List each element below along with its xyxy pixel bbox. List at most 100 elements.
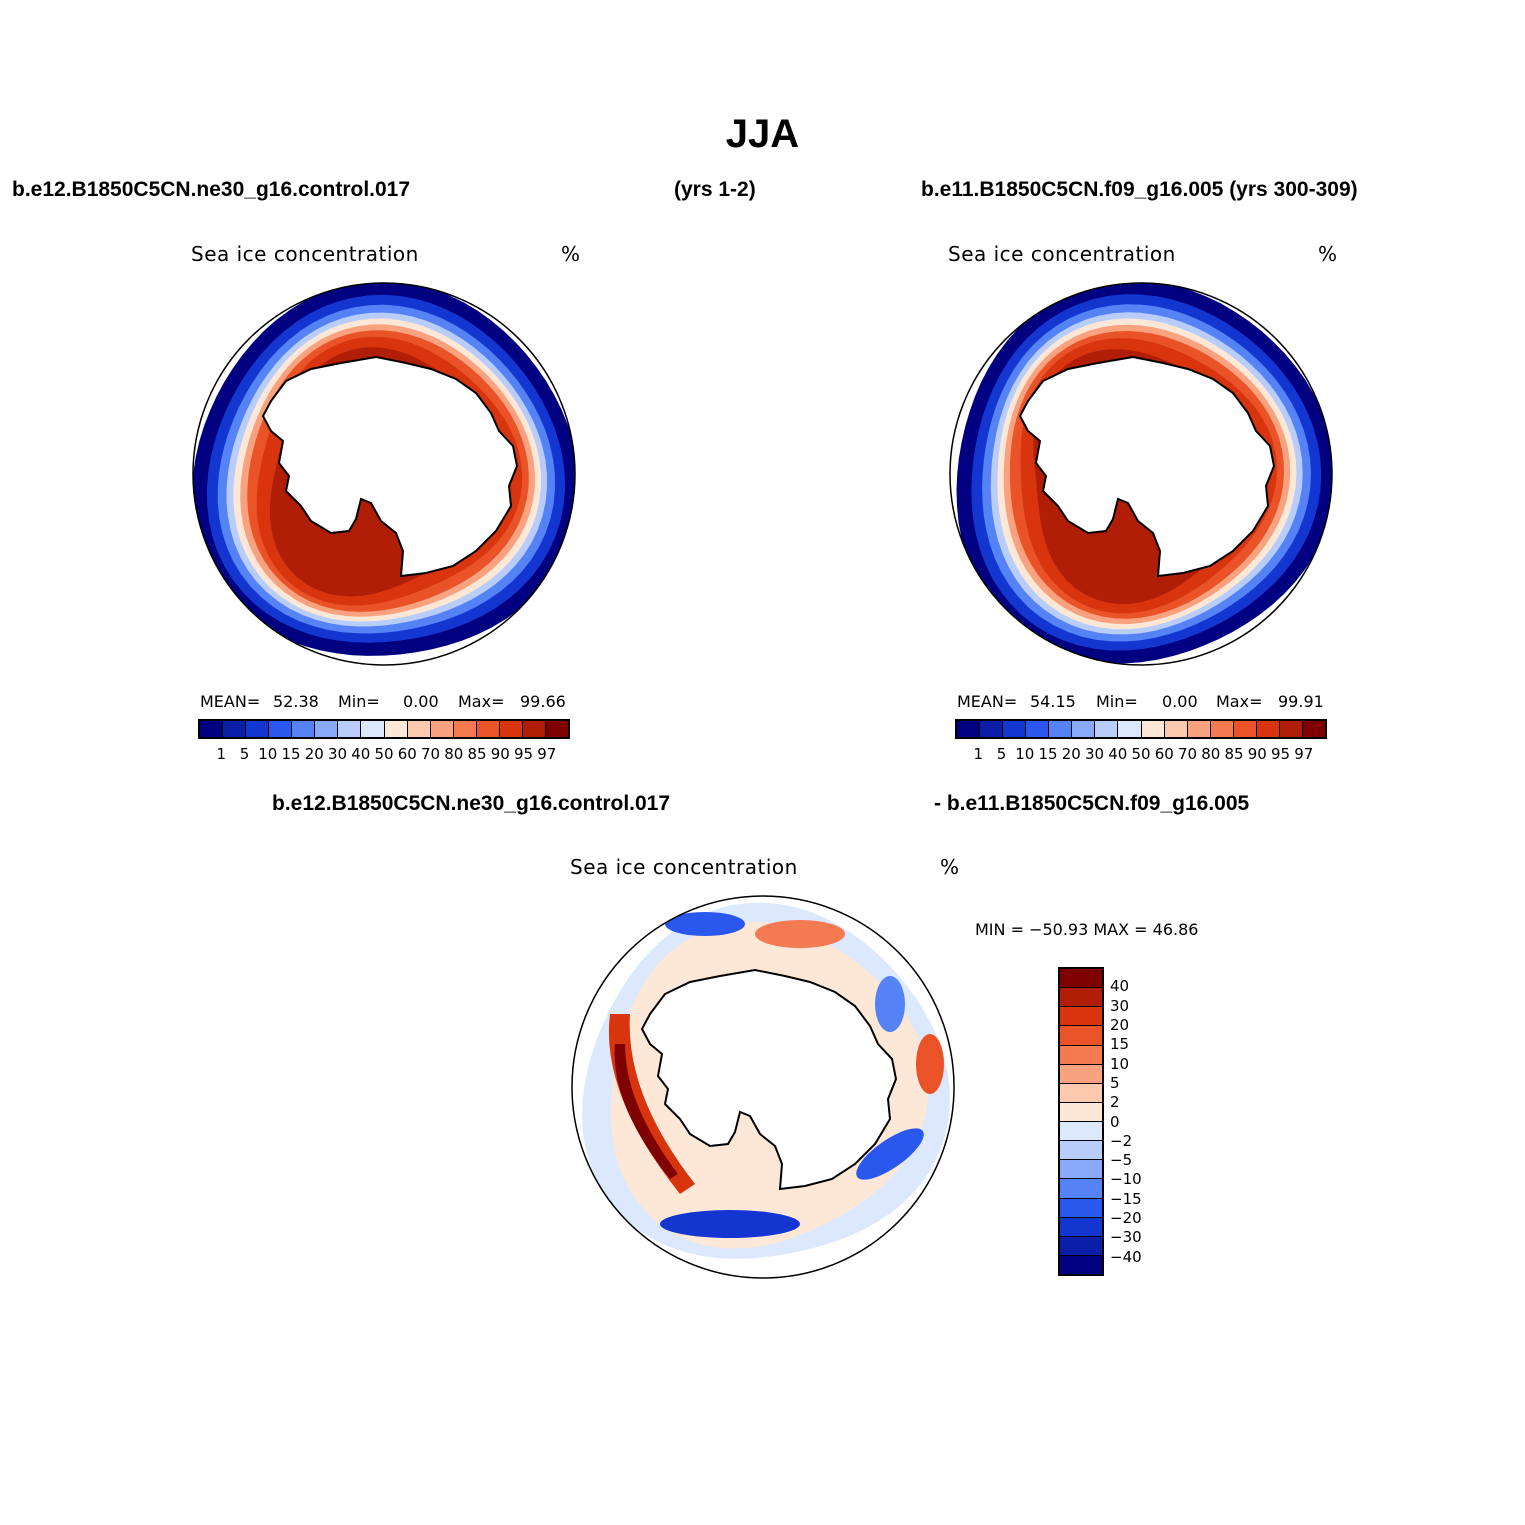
colorbar-swatch (1060, 1026, 1102, 1046)
colorbar-tick-label: 20 (1110, 1015, 1130, 1034)
colorbar-swatch (1279, 721, 1303, 737)
colorbar-swatch (545, 721, 568, 737)
colorbar-tick-label: 95 (1270, 745, 1291, 763)
diff-header-case-1: b.e12.B1850C5CN.ne30_g16.control.017 (272, 792, 671, 815)
panel1-min-value: 0.00 (403, 692, 439, 711)
colorbar-swatch (1049, 721, 1073, 737)
colorbar-swatch (361, 721, 385, 737)
colorbar-tick-label: −30 (1110, 1228, 1142, 1247)
map-boundary (192, 282, 576, 666)
colorbar-swatch (269, 721, 293, 737)
diff-positive-core (614, 1044, 678, 1179)
colorbar-tick-label: 15 (281, 745, 301, 763)
diff-minmax: MIN = −50.93 MAX = 46.86 (975, 920, 1199, 939)
map-boundary (949, 282, 1333, 666)
antarctica-coastline (1018, 355, 1276, 578)
panel1-mean-value: 52.38 (273, 692, 319, 711)
colorbar-swatch (384, 721, 408, 737)
colorbar-tick-label: 40 (1110, 977, 1130, 996)
colorbar-swatch (200, 721, 224, 737)
panel1-max-value: 99.66 (520, 692, 566, 711)
colorbar-tick-label: 30 (1110, 996, 1130, 1015)
colorbar-swatch (1060, 1045, 1102, 1065)
panel2-max-label: Max= (1216, 692, 1263, 711)
colorbar-swatch (1060, 1236, 1102, 1256)
colorbar-tick-label: 90 (490, 745, 510, 763)
diff-positive-band (608, 1014, 695, 1194)
panel1-max-label: Max= (458, 692, 505, 711)
colorbar-swatch (1060, 1102, 1102, 1122)
colorbar-tick-label: 50 (374, 745, 394, 763)
panel1-map (192, 282, 576, 666)
colorbar-tick-label: −15 (1110, 1189, 1142, 1208)
colorbar-swatch (338, 721, 362, 737)
colorbar-swatch (980, 721, 1004, 737)
colorbar-swatch (246, 721, 270, 737)
colorbar-swatch (1026, 721, 1050, 737)
colorbar-tick-label: 60 (1154, 745, 1174, 763)
colorbar-swatch (430, 721, 454, 737)
header-case-2: b.e11.B1850C5CN.f09_g16.005 (yrs 300-309… (921, 178, 1358, 201)
diff-map (571, 895, 955, 1279)
colorbar-tick-label: 10 (258, 745, 278, 763)
colorbar-swatch (453, 721, 477, 737)
colorbar-swatch (1256, 721, 1280, 737)
colorbar-tick-label: 10 (1015, 745, 1035, 763)
panel2-min-label: Min= (1096, 692, 1138, 711)
colorbar-tick-label: 97 (537, 745, 557, 763)
panel1-colorbar (198, 719, 570, 739)
colorbar-swatch (223, 721, 247, 737)
colorbar-tick-label: 80 (444, 745, 464, 763)
colorbar-tick-label: 60 (397, 745, 417, 763)
colorbar-swatch (1060, 969, 1102, 989)
colorbar-swatch (315, 721, 339, 737)
colorbar-swatch (407, 721, 431, 737)
colorbar-swatch (1060, 1217, 1102, 1237)
difference-field (582, 902, 950, 1259)
colorbar-tick-label: 5 (239, 745, 250, 763)
colorbar-swatch (1060, 1141, 1102, 1161)
colorbar-tick-label: −40 (1110, 1247, 1142, 1266)
colorbar-swatch (1187, 721, 1211, 737)
colorbar-swatch (499, 721, 523, 737)
diff-negative-patch (660, 1210, 800, 1238)
colorbar-tick-label: 70 (420, 745, 441, 763)
colorbar-swatch (957, 721, 981, 737)
colorbar-tick-label: 5 (1110, 1073, 1120, 1092)
panel1-title: Sea ice concentration (191, 242, 419, 266)
colorbar-swatch (1060, 1064, 1102, 1084)
colorbar-tick-label: 95 (513, 745, 534, 763)
colorbar-swatch (1060, 1255, 1102, 1274)
diff-negative-patch (875, 976, 905, 1032)
colorbar-tick-label: 80 (1201, 745, 1221, 763)
colorbar-tick-label: −5 (1110, 1151, 1133, 1170)
colorbar-tick-label: −2 (1110, 1131, 1133, 1150)
diff-panel-units: % (940, 855, 960, 879)
colorbar-swatch (1141, 721, 1165, 737)
panel1-units: % (561, 242, 581, 266)
colorbar-tick-label: 20 (1061, 745, 1081, 763)
colorbar-swatch (292, 721, 316, 737)
colorbar-tick-label: 50 (1131, 745, 1151, 763)
panel2-min-value: 0.00 (1162, 692, 1198, 711)
panel1-min-label: Min= (338, 692, 380, 711)
header-case-1: b.e12.B1850C5CN.ne30_g16.control.017 (12, 178, 411, 201)
colorbar-tick-label: 30 (327, 745, 348, 763)
diff-panel-title: Sea ice concentration (570, 855, 798, 879)
colorbar-tick-label: 1 (973, 745, 984, 763)
panel2-max-value: 99.91 (1278, 692, 1324, 711)
colorbar-swatch (1118, 721, 1142, 737)
diff-colorbar (1058, 967, 1104, 1276)
colorbar-tick-label: 1 (216, 745, 227, 763)
panel2-mean-label: MEAN= (957, 692, 1018, 711)
colorbar-swatch (1060, 1083, 1102, 1103)
ice-field (956, 283, 1332, 664)
colorbar-tick-label: 40 (1108, 745, 1128, 763)
colorbar-swatch (476, 721, 500, 737)
colorbar-swatch (1060, 1160, 1102, 1180)
diff-negative-patch (665, 912, 745, 936)
ice-field (193, 283, 575, 656)
panel2-map (949, 282, 1333, 666)
diff-header-case-2: - b.e11.B1850C5CN.f09_g16.005 (934, 792, 1250, 815)
colorbar-tick-label: 40 (351, 745, 371, 763)
